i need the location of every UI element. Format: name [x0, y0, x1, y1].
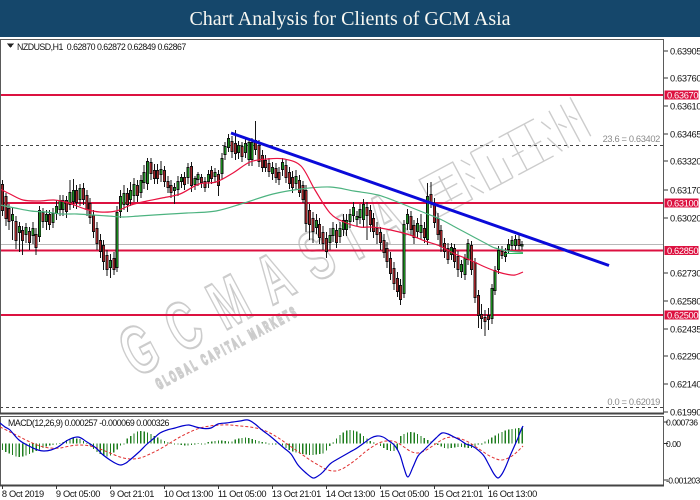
svg-text:0.63760: 0.63760 — [670, 74, 700, 84]
svg-text:0.62290: 0.62290 — [670, 352, 700, 362]
svg-text:14 Oct 13:00: 14 Oct 13:00 — [326, 489, 375, 499]
svg-text:0.000736: 0.000736 — [666, 418, 698, 428]
svg-text:10 Oct 13:00: 10 Oct 13:00 — [164, 489, 213, 499]
svg-text:23.6 = 0.63402: 23.6 = 0.63402 — [603, 134, 661, 144]
svg-text:0.63020: 0.63020 — [670, 214, 700, 224]
svg-text:-0.001203: -0.001203 — [666, 476, 700, 486]
svg-text:0.63670: 0.63670 — [667, 91, 698, 101]
svg-text:NZDUSD,H1 0.62870 0.62872 0.6: NZDUSD,H1 0.62870 0.62872 0.62849 0.6286… — [17, 42, 186, 52]
svg-text:Chart Analysis for Clients of: Chart Analysis for Clients of GCM Asia — [189, 8, 510, 30]
svg-text:0.63100: 0.63100 — [667, 199, 698, 209]
svg-text:0.00: 0.00 — [666, 439, 681, 449]
svg-text:MACD(12,26,9) 0.000257 -0.0000: MACD(12,26,9) 0.000257 -0.000069 0.00032… — [8, 418, 170, 428]
svg-text:16 Oct 13:00: 16 Oct 13:00 — [488, 489, 537, 499]
svg-text:15 Oct 21:01: 15 Oct 21:01 — [434, 489, 483, 499]
svg-text:0.62435: 0.62435 — [670, 325, 700, 335]
svg-text:0.61990: 0.61990 — [670, 408, 700, 418]
svg-text:9 Oct 21:01: 9 Oct 21:01 — [110, 489, 154, 499]
svg-text:0.63905: 0.63905 — [670, 47, 700, 57]
svg-text:0.63170: 0.63170 — [670, 186, 700, 196]
svg-text:0.62500: 0.62500 — [667, 311, 698, 321]
svg-text:0.63465: 0.63465 — [670, 130, 700, 140]
svg-text:9 Oct 05:00: 9 Oct 05:00 — [56, 489, 100, 499]
svg-text:0.63610: 0.63610 — [670, 102, 700, 112]
svg-text:0.62730: 0.62730 — [670, 269, 700, 279]
svg-text:15 Oct 05:00: 15 Oct 05:00 — [380, 489, 429, 499]
svg-text:8 Oct 2019: 8 Oct 2019 — [2, 489, 44, 499]
svg-text:0.0 = 0.62019: 0.0 = 0.62019 — [607, 397, 660, 407]
svg-text:0.62580: 0.62580 — [670, 297, 700, 307]
svg-text:0.63320: 0.63320 — [670, 157, 700, 167]
svg-text:0.62140: 0.62140 — [670, 380, 700, 390]
svg-text:11 Oct 05:00: 11 Oct 05:00 — [218, 489, 267, 499]
svg-text:0.62850: 0.62850 — [667, 246, 698, 256]
svg-text:13 Oct 21:01: 13 Oct 21:01 — [272, 489, 321, 499]
